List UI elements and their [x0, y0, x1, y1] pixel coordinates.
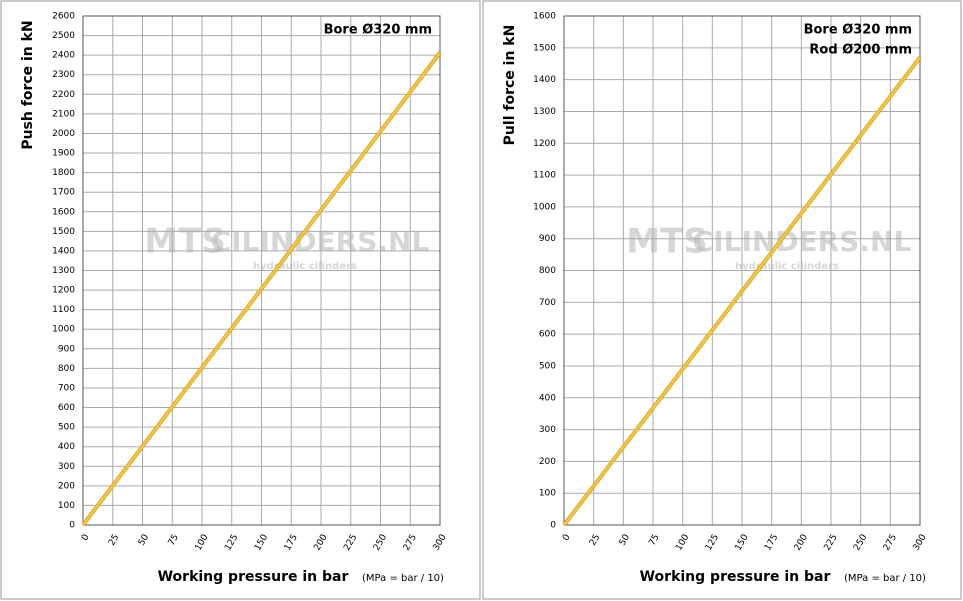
x-tick-label: 50: [618, 533, 633, 548]
x-tick-label: 225: [342, 533, 359, 553]
x-axis-note: (MPa = bar / 10): [362, 573, 444, 584]
y-tick-label: 500: [58, 423, 75, 433]
y-tick-label: 800: [539, 266, 556, 276]
x-tick-label: 100: [194, 533, 211, 553]
y-tick-label: 900: [58, 344, 75, 354]
panel-border: [0, 0, 481, 600]
x-tick-label: 300: [432, 533, 449, 553]
y-tick-label: 200: [58, 481, 75, 491]
watermark: CILINDERS.NL: [211, 225, 430, 258]
x-tick-label: 150: [253, 533, 270, 553]
x-axis-note: (MPa = bar / 10): [844, 573, 926, 584]
y-tick-label: 2000: [52, 129, 75, 139]
y-tick-label: 500: [539, 361, 556, 371]
x-tick-label: 75: [647, 533, 661, 548]
y-tick-label: 0: [550, 521, 556, 531]
watermark: hydraulic cilinders: [253, 261, 357, 272]
x-tick-label: 300: [912, 533, 929, 553]
y-tick-label: 1300: [52, 266, 75, 276]
panel-border: [482, 0, 962, 600]
x-tick-label: 0: [561, 533, 573, 543]
y-tick-label: 100: [58, 501, 75, 511]
x-tick-label: 275: [882, 533, 899, 553]
y-tick-label: 2400: [52, 51, 75, 61]
y-tick-label: 700: [539, 298, 556, 308]
y-axis-label: Push force in kN: [20, 20, 36, 149]
y-tick-label: 1700: [52, 188, 75, 198]
x-tick-label: 150: [734, 533, 751, 553]
x-axis-label: Working pressure in bar: [158, 569, 349, 585]
annotation: Rod Ø200 mm: [809, 43, 912, 58]
y-tick-label: 300: [58, 462, 75, 472]
x-tick-label: 25: [107, 533, 121, 548]
x-tick-label: 125: [704, 533, 721, 553]
x-tick-label: 175: [283, 533, 300, 553]
y-tick-label: 1200: [52, 286, 75, 296]
x-tick-label: 200: [313, 533, 330, 553]
y-tick-label: 1500: [533, 43, 556, 53]
y-tick-label: 300: [539, 425, 556, 435]
annotation: Bore Ø320 mm: [804, 23, 912, 38]
y-tick-label: 600: [58, 403, 75, 413]
x-tick-label: 225: [823, 533, 840, 553]
x-tick-label: 100: [674, 533, 691, 553]
line-series: [82, 51, 441, 526]
watermark: CILINDERS.NL: [693, 225, 912, 258]
y-tick-label: 1300: [533, 107, 556, 117]
y-axis-label: Pull force in kN: [502, 25, 518, 146]
plot-frame: [563, 15, 921, 526]
y-tick-label: 2100: [52, 109, 75, 119]
y-tick-label: 400: [539, 393, 556, 403]
y-tick-label: 1000: [52, 325, 75, 335]
x-tick-label: 250: [852, 533, 869, 553]
watermark: hydraulic cilinders: [735, 261, 839, 272]
watermark: MTS: [144, 222, 226, 262]
y-tick-label: 2500: [52, 31, 75, 41]
y-tick-label: 2300: [52, 70, 75, 80]
x-tick-label: 175: [763, 533, 780, 553]
y-tick-label: 1400: [52, 246, 75, 256]
watermark: MTS: [626, 222, 708, 262]
y-tick-label: 900: [539, 234, 556, 244]
y-tick-label: 1600: [533, 12, 556, 22]
y-tick-label: 1100: [52, 305, 75, 315]
x-tick-label: 250: [372, 533, 389, 553]
x-tick-label: 25: [588, 533, 602, 548]
y-tick-label: 1600: [52, 207, 75, 217]
y-tick-label: 100: [539, 489, 556, 499]
y-tick-label: 700: [58, 383, 75, 393]
x-tick-label: 275: [402, 533, 419, 553]
x-tick-label: 75: [167, 533, 181, 548]
y-tick-label: 2200: [52, 90, 75, 100]
x-axis-label: Working pressure in bar: [640, 569, 831, 585]
x-tick-label: 200: [793, 533, 810, 553]
y-tick-label: 1500: [52, 227, 75, 237]
x-tick-label: 125: [223, 533, 240, 553]
y-tick-label: 1200: [533, 139, 556, 149]
plot-frame: [82, 15, 441, 526]
y-tick-label: 1900: [52, 149, 75, 159]
y-tick-label: 800: [58, 364, 75, 374]
annotation: Bore Ø320 mm: [324, 23, 432, 38]
x-tick-label: 50: [137, 533, 152, 548]
line-series: [563, 56, 921, 526]
y-tick-label: 1000: [533, 202, 556, 212]
y-tick-label: 1100: [533, 171, 556, 181]
y-tick-label: 600: [539, 330, 556, 340]
y-tick-label: 400: [58, 442, 75, 452]
y-tick-label: 1800: [52, 168, 75, 178]
y-tick-label: 0: [69, 521, 75, 531]
y-tick-label: 2600: [52, 12, 75, 22]
x-tick-label: 0: [80, 533, 92, 543]
y-tick-label: 200: [539, 457, 556, 467]
y-tick-label: 1400: [533, 75, 556, 85]
